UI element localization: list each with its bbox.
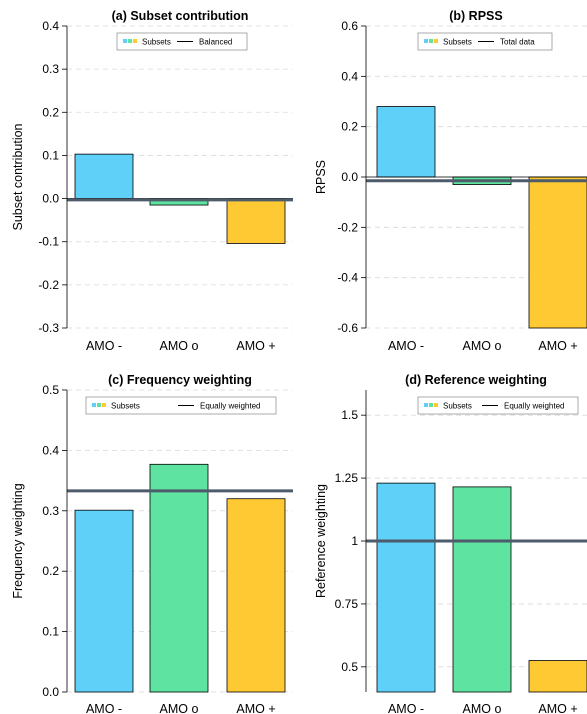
y-axis-label: Subset contribution: [11, 123, 25, 230]
y-tick-label: 0.6: [341, 19, 358, 33]
x-category-label: AMO +: [236, 702, 275, 714]
y-tick-label: 0.3: [42, 504, 59, 518]
bar-amo: [226, 198, 286, 244]
y-tick-label: 1.5: [341, 408, 358, 422]
panel-2: (b) RPSS RPSS -0.6 -0.4 -0.2 0.0 0.2 0.4 0.6 AMO …: [314, 9, 587, 353]
x-category-label: AMO o: [463, 702, 502, 714]
x-category-label: AMO +: [538, 702, 577, 714]
y-tick-label: 0.2: [42, 105, 59, 119]
chart-title: (c) Frequency weighting: [108, 373, 252, 387]
legend-reference-label: Equally weighted: [504, 402, 564, 411]
chart-title: (d) Reference weighting: [405, 373, 547, 387]
x-category-label: AMO +: [538, 339, 577, 353]
bar-amo: [376, 106, 436, 178]
y-tick-label: 0.4: [42, 19, 59, 33]
bar-amo: [74, 153, 134, 199]
bar-amo: [74, 509, 134, 693]
legend-swatch: [429, 39, 433, 43]
legend-swatch: [123, 39, 127, 43]
legend-reference-label: Total data: [500, 38, 535, 47]
bar-amo: [528, 660, 587, 693]
y-tick-label: 0.4: [341, 69, 358, 83]
x-category-label: AMO -: [388, 702, 424, 714]
y-tick-label: 0.0: [42, 192, 59, 206]
legend-swatch: [424, 39, 428, 43]
legend-reference-label: Equally weighted: [200, 402, 260, 411]
chart-title: (a) Subset contribution: [112, 9, 249, 23]
y-axis-label: Reference weighting: [314, 484, 328, 598]
legend-swatch: [434, 39, 438, 43]
chart-title: (b) RPSS: [449, 9, 502, 23]
y-axis-label: RPSS: [314, 160, 328, 194]
x-category-label: AMO o: [160, 339, 199, 353]
y-tick-label: 0.1: [42, 148, 59, 162]
y-tick-label: 0.2: [341, 120, 358, 134]
y-tick-label: 0.5: [42, 383, 59, 397]
legend-swatch: [92, 403, 96, 407]
legend-swatch: [133, 39, 137, 43]
legend-subsets-label: Subsets: [111, 402, 140, 411]
panel-1: (a) Subset contribution Subset contributi…: [11, 9, 293, 353]
y-tick-label: 0.1: [42, 625, 59, 639]
legend-subsets-label: Subsets: [443, 38, 472, 47]
x-category-label: AMO +: [236, 339, 275, 353]
y-tick-label: 0.0: [42, 685, 59, 699]
y-tick-label: -0.2: [337, 220, 358, 234]
y-tick-label: 1: [351, 534, 358, 548]
legend-swatch: [429, 403, 433, 407]
y-tick-label: 0.3: [42, 62, 59, 76]
bar-amo: [528, 176, 587, 329]
x-category-label: AMO -: [86, 702, 122, 714]
x-category-label: AMO o: [160, 702, 199, 714]
legend-subsets-label: Subsets: [142, 38, 171, 47]
bar-amo: [226, 498, 286, 693]
bar-amo-o: [452, 486, 512, 693]
legend-swatch: [128, 39, 132, 43]
legend: Subsets Equally weighted: [85, 396, 277, 415]
bar-amo-o: [149, 463, 209, 693]
legend-swatch: [102, 403, 106, 407]
y-tick-label: 0.2: [42, 564, 59, 578]
y-tick-label: 0.5: [341, 660, 358, 674]
y-tick-label: -0.3: [38, 321, 59, 335]
y-tick-label: 0.0: [341, 170, 358, 184]
legend-subsets-label: Subsets: [443, 402, 472, 411]
legend: Subsets Total data: [417, 32, 553, 51]
bar-amo: [376, 482, 436, 693]
y-tick-label: 0.4: [42, 443, 59, 457]
panel-4: (d) Reference weighting Reference weighti…: [314, 373, 587, 714]
legend-swatch: [434, 403, 438, 407]
y-tick-label: 1.25: [335, 471, 359, 485]
legend: Subsets Balanced: [116, 32, 248, 51]
legend-swatch: [97, 403, 101, 407]
x-category-label: AMO -: [388, 339, 424, 353]
y-tick-label: -0.4: [337, 271, 358, 285]
legend-swatch: [424, 403, 428, 407]
legend-reference-label: Balanced: [199, 38, 232, 47]
y-axis-label: Frequency weighting: [11, 483, 25, 598]
x-category-label: AMO -: [86, 339, 122, 353]
y-tick-label: -0.6: [337, 321, 358, 335]
y-tick-label: -0.2: [38, 278, 59, 292]
y-tick-label: 0.75: [335, 597, 359, 611]
panel-3: (c) Frequency weighting Frequency weighti…: [11, 373, 293, 714]
y-tick-label: -0.1: [38, 235, 59, 249]
x-category-label: AMO o: [463, 339, 502, 353]
legend: Subsets Equally weighted: [417, 396, 579, 415]
